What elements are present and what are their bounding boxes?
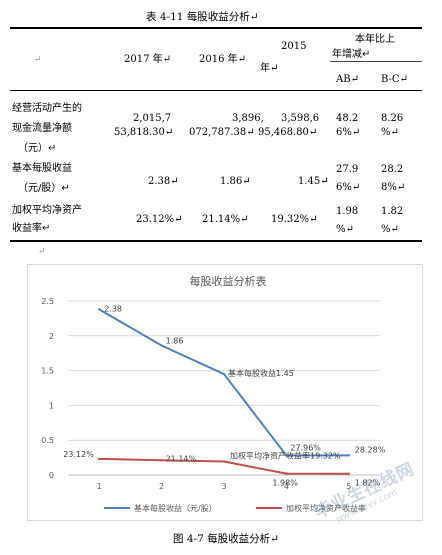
- row1-2016-line2: 072,787.38↵: [189, 127, 255, 138]
- data-label: 基本每股收益1.45: [228, 368, 294, 378]
- x-tick-label: 2: [159, 482, 164, 491]
- header-bc: B-C↵: [381, 74, 408, 85]
- x-tick-label: 5: [346, 482, 351, 491]
- header-group-rule: [330, 61, 422, 62]
- row1-bc-line1: 8.26: [381, 113, 404, 124]
- series-point-2: [98, 457, 101, 461]
- row1-2015-line2: 95,468.80↵: [258, 127, 318, 138]
- row1-2017-line2: 53,818.30↵: [114, 127, 174, 138]
- data-label: 21.14%: [166, 454, 197, 463]
- series-line-1: [98, 308, 349, 457]
- chart-frame: 每股收益分析表 0 0.5 1 1.5 2 2.5 1 2 3 4 5 2.38 1.86 基本每股收益1.…: [27, 264, 423, 521]
- y-tick-label: 2: [49, 332, 54, 341]
- series-point-2: [160, 459, 163, 462]
- series-point-1: [347, 454, 350, 457]
- header-group-line2: 年增减↵: [332, 49, 371, 60]
- row3-2016: 21.14%↵: [202, 214, 249, 225]
- series-point-1: [285, 454, 288, 457]
- row3-bc-line1: 1.82: [381, 206, 404, 217]
- table-top-rule: [10, 27, 422, 29]
- y-tick-label: 2.5: [41, 297, 54, 306]
- y-tick-label: 0: [49, 471, 54, 480]
- data-label: 28.28%: [355, 445, 386, 454]
- header-bottom-rule: [10, 90, 422, 91]
- header-2017: 2017 年↵: [124, 54, 172, 65]
- row1-label-line2: 现金流量净额: [12, 123, 72, 134]
- header-group-line1: 本年比上: [355, 34, 395, 45]
- row2-ab-line1: 27.9: [336, 164, 359, 175]
- series-point-1: [98, 308, 101, 311]
- x-tick-label: 1: [97, 482, 102, 491]
- row1-ab-line1: 48.2: [336, 113, 359, 124]
- header-empty-cell-mark: ↵: [34, 55, 42, 65]
- row1-2017-line1: 2,015,7: [133, 113, 172, 124]
- data-label: 1.86: [166, 337, 184, 346]
- series-point-1: [222, 372, 226, 376]
- header-2015-line2: 年↵: [260, 63, 279, 74]
- paragraph-mark: ↵: [38, 247, 46, 257]
- header-2016: 2016 年↵: [199, 54, 247, 65]
- y-tick-label: 1: [49, 401, 54, 410]
- legend-label-2: 加权平均净资产收益率: [286, 503, 366, 513]
- row1-2015-line1: 3,598,6: [281, 113, 320, 124]
- data-label: 27.96%: [290, 444, 321, 453]
- data-label: 1.82%: [355, 479, 381, 488]
- figure-caption: 图 4-7 每股收益分析↵: [173, 533, 279, 545]
- data-label: 23.12%: [63, 450, 94, 459]
- row3-ab-line1: 1.98: [336, 206, 359, 217]
- legend-label-1: 基本每股收益（元/股）: [134, 503, 217, 513]
- data-label: 1.98%: [272, 479, 298, 488]
- table-caption: 表 4-11 每股收益分析↵: [146, 11, 259, 23]
- chart-title: 每股收益分析表: [190, 274, 267, 288]
- series-point-2: [285, 472, 288, 475]
- series-point-2: [347, 472, 350, 475]
- row1-label-line3: （元）↵: [18, 143, 57, 154]
- series-point-1: [160, 344, 163, 347]
- row2-bc-line2: 8%↵: [381, 182, 406, 193]
- y-tick-label: 1.5: [41, 367, 54, 376]
- row1-label-line1: 经营活动产生的: [12, 103, 82, 114]
- row3-ab-line2: %↵: [336, 224, 354, 235]
- series-point-2: [222, 460, 226, 463]
- x-tick-label: 3: [221, 482, 226, 491]
- row1-2016-line1: 3,896,: [232, 113, 264, 124]
- row2-label-line1: 基本每股收益: [12, 163, 72, 174]
- row3-label-line1: 加权平均净资产: [12, 205, 82, 216]
- row3-bc-line2: %↵: [381, 224, 399, 235]
- row1-ab-line2: 6%↵: [336, 127, 361, 138]
- row2-2015: 1.45↵: [298, 176, 329, 187]
- data-label: 加权平均净资产收益率19.32%: [230, 451, 341, 461]
- y-tick-label: 0.5: [41, 436, 54, 445]
- data-label: 2.38: [104, 304, 122, 313]
- row2-ab-line2: 6%↵: [336, 182, 361, 193]
- row2-bc-line1: 28.2: [381, 164, 404, 175]
- row3-2017: 23.12%↵: [136, 214, 183, 225]
- row2-2017: 2.38↵: [148, 176, 179, 187]
- row2-2016: 1.86↵: [220, 176, 251, 187]
- header-2015-line1: 2015: [281, 41, 307, 52]
- header-ab: AB↵: [336, 74, 359, 85]
- row2-label-line2: （元/股）↵: [18, 183, 70, 194]
- x-tick-label: 4: [284, 482, 289, 491]
- row3-label-line2: 收益率↵: [12, 223, 51, 234]
- row3-2015: 19.32%↵: [271, 214, 318, 225]
- table-bottom-rule: [10, 240, 422, 242]
- line-chart: 每股收益分析表 0 0.5 1 1.5 2 2.5 1 2 3 4 5 2.38 1.86 基本每股收益1.…: [41, 274, 386, 513]
- row1-bc-line2: %↵: [381, 127, 399, 138]
